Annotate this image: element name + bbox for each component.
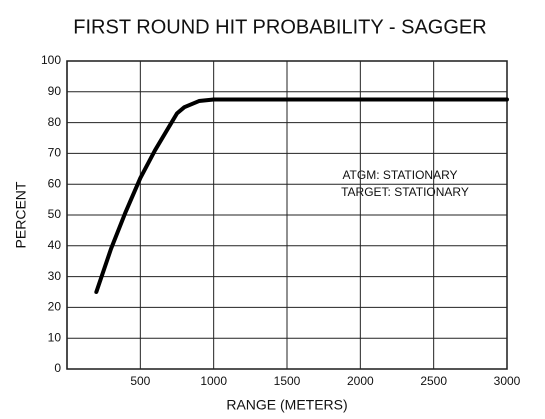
- y-tick-label: 20: [48, 300, 62, 314]
- x-tick-label: 3000: [494, 374, 521, 388]
- x-tick-label: 500: [130, 374, 150, 388]
- y-tick-label: 70: [48, 146, 62, 160]
- y-tick-label: 0: [54, 361, 61, 375]
- x-tick-label: 2000: [347, 374, 374, 388]
- x-tick-label: 2500: [420, 374, 447, 388]
- chart-title: FIRST ROUND HIT PROBABILITY - SAGGER: [73, 16, 486, 38]
- annotation: ATGM: STATIONARY: [342, 168, 457, 182]
- y-tick-label: 80: [48, 115, 62, 129]
- y-tick-label: 40: [48, 238, 62, 252]
- y-axis-label: PERCENT: [13, 181, 29, 248]
- y-tick-label: 90: [48, 84, 62, 98]
- x-tick-label: 1000: [200, 374, 227, 388]
- annotation: TARGET: STATIONARY: [341, 185, 469, 199]
- y-tick-label: 100: [41, 53, 61, 67]
- data-line: [94, 97, 509, 294]
- x-tick-label: 1500: [274, 374, 301, 388]
- y-tick-label: 30: [48, 269, 62, 283]
- y-tick-label: 60: [48, 176, 62, 190]
- y-tick-label: 10: [48, 330, 62, 344]
- x-axis-label: RANGE (METERS): [226, 397, 347, 413]
- y-tick-label: 50: [48, 207, 62, 221]
